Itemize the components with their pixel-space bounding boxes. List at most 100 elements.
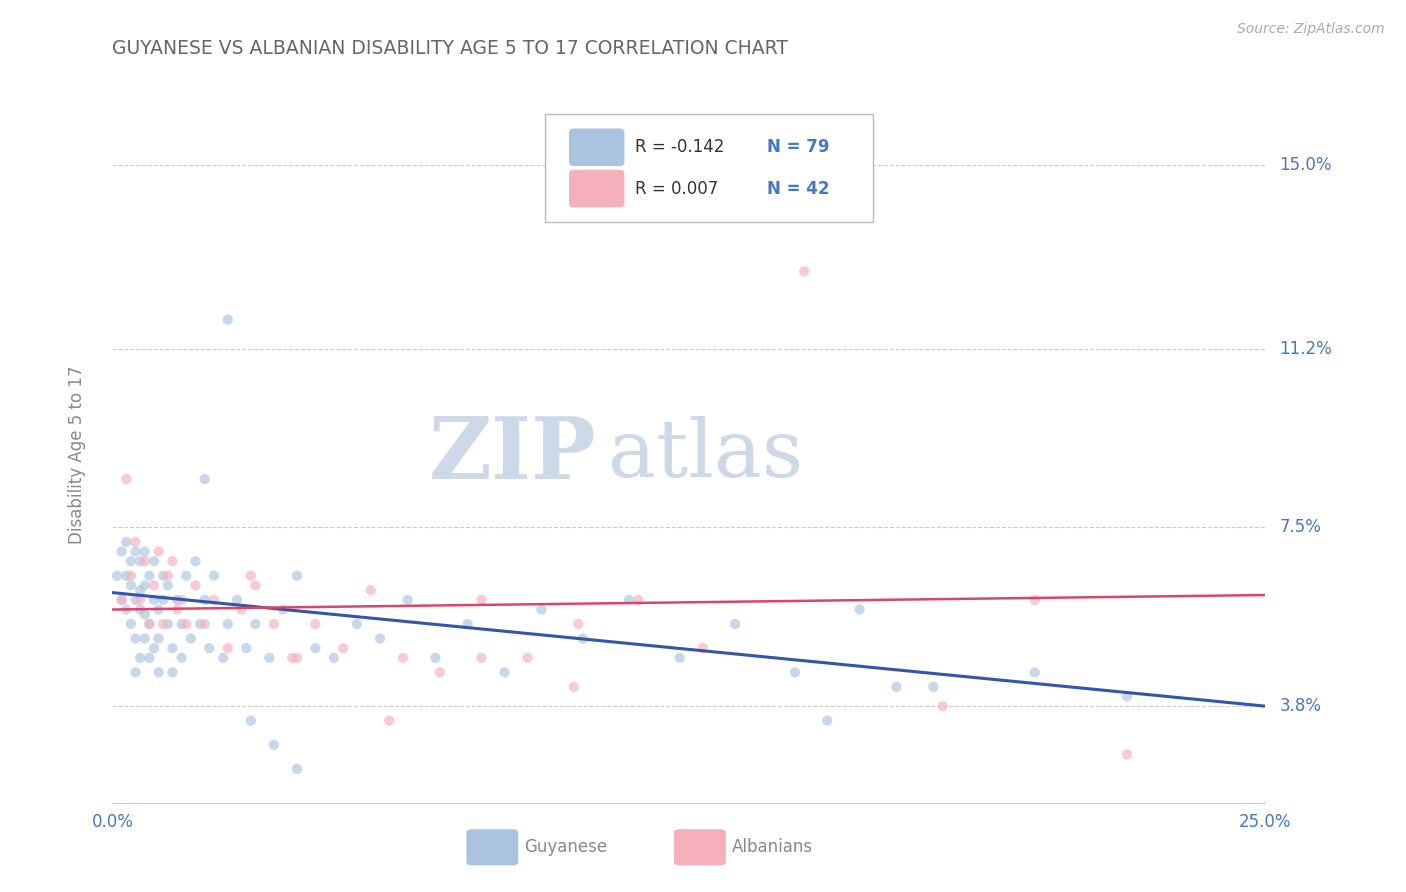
- Point: [124, 544, 146, 558]
- FancyBboxPatch shape: [569, 169, 624, 207]
- Point: [360, 583, 382, 598]
- Point: [470, 592, 492, 607]
- Point: [572, 632, 595, 646]
- Point: [174, 568, 197, 582]
- Point: [617, 592, 640, 607]
- Point: [396, 592, 419, 607]
- Point: [530, 602, 553, 616]
- Point: [368, 632, 391, 646]
- Point: [285, 762, 308, 776]
- Point: [152, 568, 174, 582]
- Point: [120, 617, 142, 632]
- Point: [668, 651, 690, 665]
- Point: [567, 617, 589, 632]
- Point: [115, 535, 138, 549]
- Point: [143, 641, 166, 656]
- Point: [217, 641, 239, 656]
- Point: [105, 568, 128, 582]
- Point: [886, 680, 908, 694]
- Point: [120, 578, 142, 592]
- Point: [724, 617, 747, 632]
- FancyBboxPatch shape: [569, 128, 624, 166]
- Point: [170, 651, 193, 665]
- Point: [304, 641, 326, 656]
- Point: [562, 680, 585, 694]
- Point: [124, 592, 146, 607]
- Point: [263, 738, 285, 752]
- Point: [259, 651, 281, 665]
- Point: [148, 602, 170, 616]
- Point: [120, 554, 142, 568]
- Point: [627, 592, 650, 607]
- Point: [793, 264, 815, 278]
- Point: [194, 592, 217, 607]
- Point: [124, 632, 146, 646]
- Point: [120, 568, 142, 582]
- Point: [285, 568, 308, 582]
- Point: [494, 665, 516, 680]
- Point: [239, 714, 262, 728]
- Point: [166, 602, 188, 616]
- Point: [115, 472, 138, 486]
- Point: [138, 568, 160, 582]
- Point: [245, 617, 267, 632]
- Point: [692, 641, 714, 656]
- Point: [202, 568, 225, 582]
- Text: R = 0.007: R = 0.007: [634, 179, 718, 198]
- Text: atlas: atlas: [609, 416, 803, 494]
- Text: 7.5%: 7.5%: [1279, 518, 1322, 536]
- Point: [1116, 690, 1139, 704]
- FancyBboxPatch shape: [673, 830, 725, 865]
- Point: [235, 641, 257, 656]
- Point: [156, 568, 179, 582]
- Point: [271, 602, 294, 616]
- FancyBboxPatch shape: [467, 830, 519, 865]
- Point: [162, 665, 184, 680]
- Point: [152, 617, 174, 632]
- Point: [148, 632, 170, 646]
- Point: [156, 578, 179, 592]
- Point: [922, 680, 945, 694]
- Point: [115, 602, 138, 616]
- Point: [346, 617, 368, 632]
- Point: [217, 312, 239, 326]
- Point: [378, 714, 401, 728]
- Point: [134, 578, 156, 592]
- Point: [931, 699, 953, 714]
- Point: [239, 568, 262, 582]
- Text: N = 42: N = 42: [768, 179, 830, 198]
- Point: [332, 641, 354, 656]
- Point: [212, 651, 235, 665]
- Point: [156, 617, 179, 632]
- Point: [457, 617, 479, 632]
- Point: [148, 665, 170, 680]
- Point: [1024, 665, 1046, 680]
- Text: Albanians: Albanians: [731, 838, 813, 855]
- Point: [129, 602, 152, 616]
- Point: [111, 592, 134, 607]
- Point: [429, 665, 451, 680]
- Y-axis label: Disability Age 5 to 17: Disability Age 5 to 17: [67, 366, 86, 544]
- Point: [143, 592, 166, 607]
- Point: [194, 617, 217, 632]
- Text: N = 79: N = 79: [768, 138, 830, 156]
- Point: [143, 554, 166, 568]
- Point: [138, 651, 160, 665]
- Point: [129, 592, 152, 607]
- Point: [198, 641, 221, 656]
- Point: [124, 535, 146, 549]
- Point: [124, 665, 146, 680]
- Text: R = -0.142: R = -0.142: [634, 138, 724, 156]
- Text: ZIP: ZIP: [429, 413, 596, 497]
- Point: [281, 651, 304, 665]
- Point: [194, 472, 217, 486]
- Text: 11.2%: 11.2%: [1279, 340, 1331, 358]
- Point: [516, 651, 538, 665]
- Point: [188, 617, 211, 632]
- Point: [129, 651, 152, 665]
- Point: [285, 651, 308, 665]
- Point: [174, 617, 197, 632]
- Point: [134, 607, 156, 622]
- Text: GUYANESE VS ALBANIAN DISABILITY AGE 5 TO 17 CORRELATION CHART: GUYANESE VS ALBANIAN DISABILITY AGE 5 TO…: [112, 39, 789, 58]
- Point: [143, 578, 166, 592]
